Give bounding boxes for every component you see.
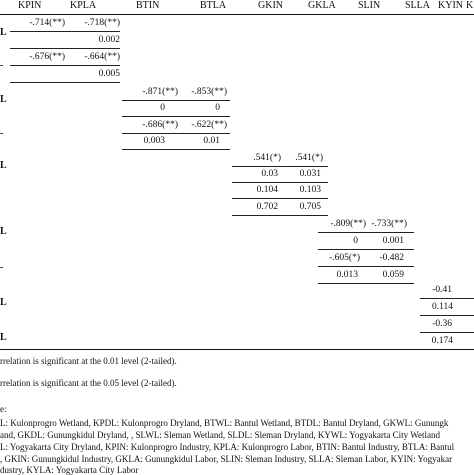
table-cell: 0.001 <box>382 236 404 246</box>
table-cell: 0 <box>353 236 358 246</box>
cell-rule <box>318 266 414 267</box>
table-cell: 0.003 <box>143 136 165 146</box>
cell-rule <box>232 166 328 167</box>
row-label: - <box>0 60 4 71</box>
table-cell: 0.03 <box>261 169 278 179</box>
table-cell: 0.174 <box>431 336 453 346</box>
table-cell: 0 <box>215 103 220 113</box>
legend-line: and, GKDL: Gunungkidul Dryland, , SLWL: … <box>0 430 440 440</box>
col-header-ky-partial: K <box>466 0 474 11</box>
table-cell: .541(*) <box>253 153 281 163</box>
table-cell: 0.114 <box>431 302 453 312</box>
table-cell: 0.013 <box>336 270 358 280</box>
table-cell: -.733(**) <box>371 219 407 229</box>
table-cell: -.622(**) <box>191 120 227 130</box>
table-cell: 0.104 <box>256 185 278 195</box>
row-label: L <box>0 332 7 343</box>
col-header-kpla: KPLA <box>70 0 97 11</box>
cell-rule <box>232 215 328 216</box>
table-cell: -.686(**) <box>142 120 178 130</box>
cell-rule <box>420 298 474 299</box>
row-label: - <box>0 262 4 273</box>
table-cell: .541(*) <box>295 153 323 163</box>
table-cell: 0.01 <box>203 136 220 146</box>
cell-rule <box>122 100 230 101</box>
col-header-kpin: KPIN <box>18 0 42 11</box>
row-label: L <box>0 297 7 308</box>
row-label: L <box>0 27 7 38</box>
legend-line: L: Yogyakarta City Dryland, KPIN: Kulonp… <box>0 442 455 452</box>
table-cell: -0.36 <box>432 319 452 329</box>
table-cell: 0.705 <box>299 202 321 212</box>
table-cell: 0 <box>160 103 165 113</box>
table-cell: 0.103 <box>299 185 321 195</box>
cell-rule <box>232 182 328 183</box>
table-cell: -.605(*) <box>329 253 360 263</box>
cell-rule <box>10 31 120 32</box>
col-header-btin: BTIN <box>136 0 160 11</box>
table-cell: -0.41 <box>432 285 452 295</box>
row-label: L <box>0 94 7 105</box>
table-cell: -.809(**) <box>330 219 366 229</box>
table-bottom-rule <box>0 349 474 350</box>
footnote-significance-001: rrelation is significant at the 0.01 lev… <box>0 356 177 366</box>
col-header-btla: BTLA <box>200 0 227 11</box>
col-header-slla: SLLA <box>405 0 430 11</box>
footnote-significance-005: rrelation is significant at the 0.05 lev… <box>0 378 177 388</box>
cell-rule <box>318 283 414 284</box>
col-header-slin: SLIN <box>358 0 381 11</box>
cell-rule <box>10 82 120 83</box>
cell-rule <box>122 149 230 150</box>
cell-rule <box>122 133 230 134</box>
table-cell: -.871(**) <box>142 87 178 97</box>
cell-rule <box>420 332 474 333</box>
cell-rule <box>10 65 120 66</box>
col-header-gkla: GKLA <box>308 0 336 11</box>
row-label: - <box>0 128 4 139</box>
cell-rule <box>122 116 230 117</box>
table-cell: 0.005 <box>98 69 120 79</box>
legend-line: , GKIN: Gunungkidul Industry, GKLA: Gunu… <box>0 454 453 464</box>
table-cell: -.664(**) <box>84 52 120 62</box>
table-cell: 0.702 <box>256 202 278 212</box>
table-cell: 0.059 <box>382 270 404 280</box>
cell-rule <box>318 249 414 250</box>
cell-rule <box>420 315 474 316</box>
table-cell: -.718(**) <box>84 18 120 28</box>
table-cell: -.853(**) <box>191 87 227 97</box>
header-rule <box>0 14 474 15</box>
row-label: L <box>0 226 7 237</box>
table-cell: 0.002 <box>98 35 120 45</box>
cell-rule <box>10 48 120 49</box>
table-cell: -.676(**) <box>29 52 65 62</box>
row-label: L <box>0 160 7 171</box>
cell-rule <box>232 198 328 199</box>
legend-label: e: <box>0 404 7 414</box>
col-header-kyin: KYIN <box>438 0 463 11</box>
cell-rule <box>318 232 414 233</box>
legend-line: dustry, KYLA: Yogyakarta City Labor <box>0 465 139 475</box>
table-cell: -.714(**) <box>29 18 65 28</box>
legend-line: L: Kulonprogro Wetland, KPDL: Kulonprogr… <box>0 418 449 428</box>
table-cell: 0.031 <box>299 169 321 179</box>
col-header-gkin: GKIN <box>258 0 283 11</box>
table-cell: -0.482 <box>379 253 404 263</box>
